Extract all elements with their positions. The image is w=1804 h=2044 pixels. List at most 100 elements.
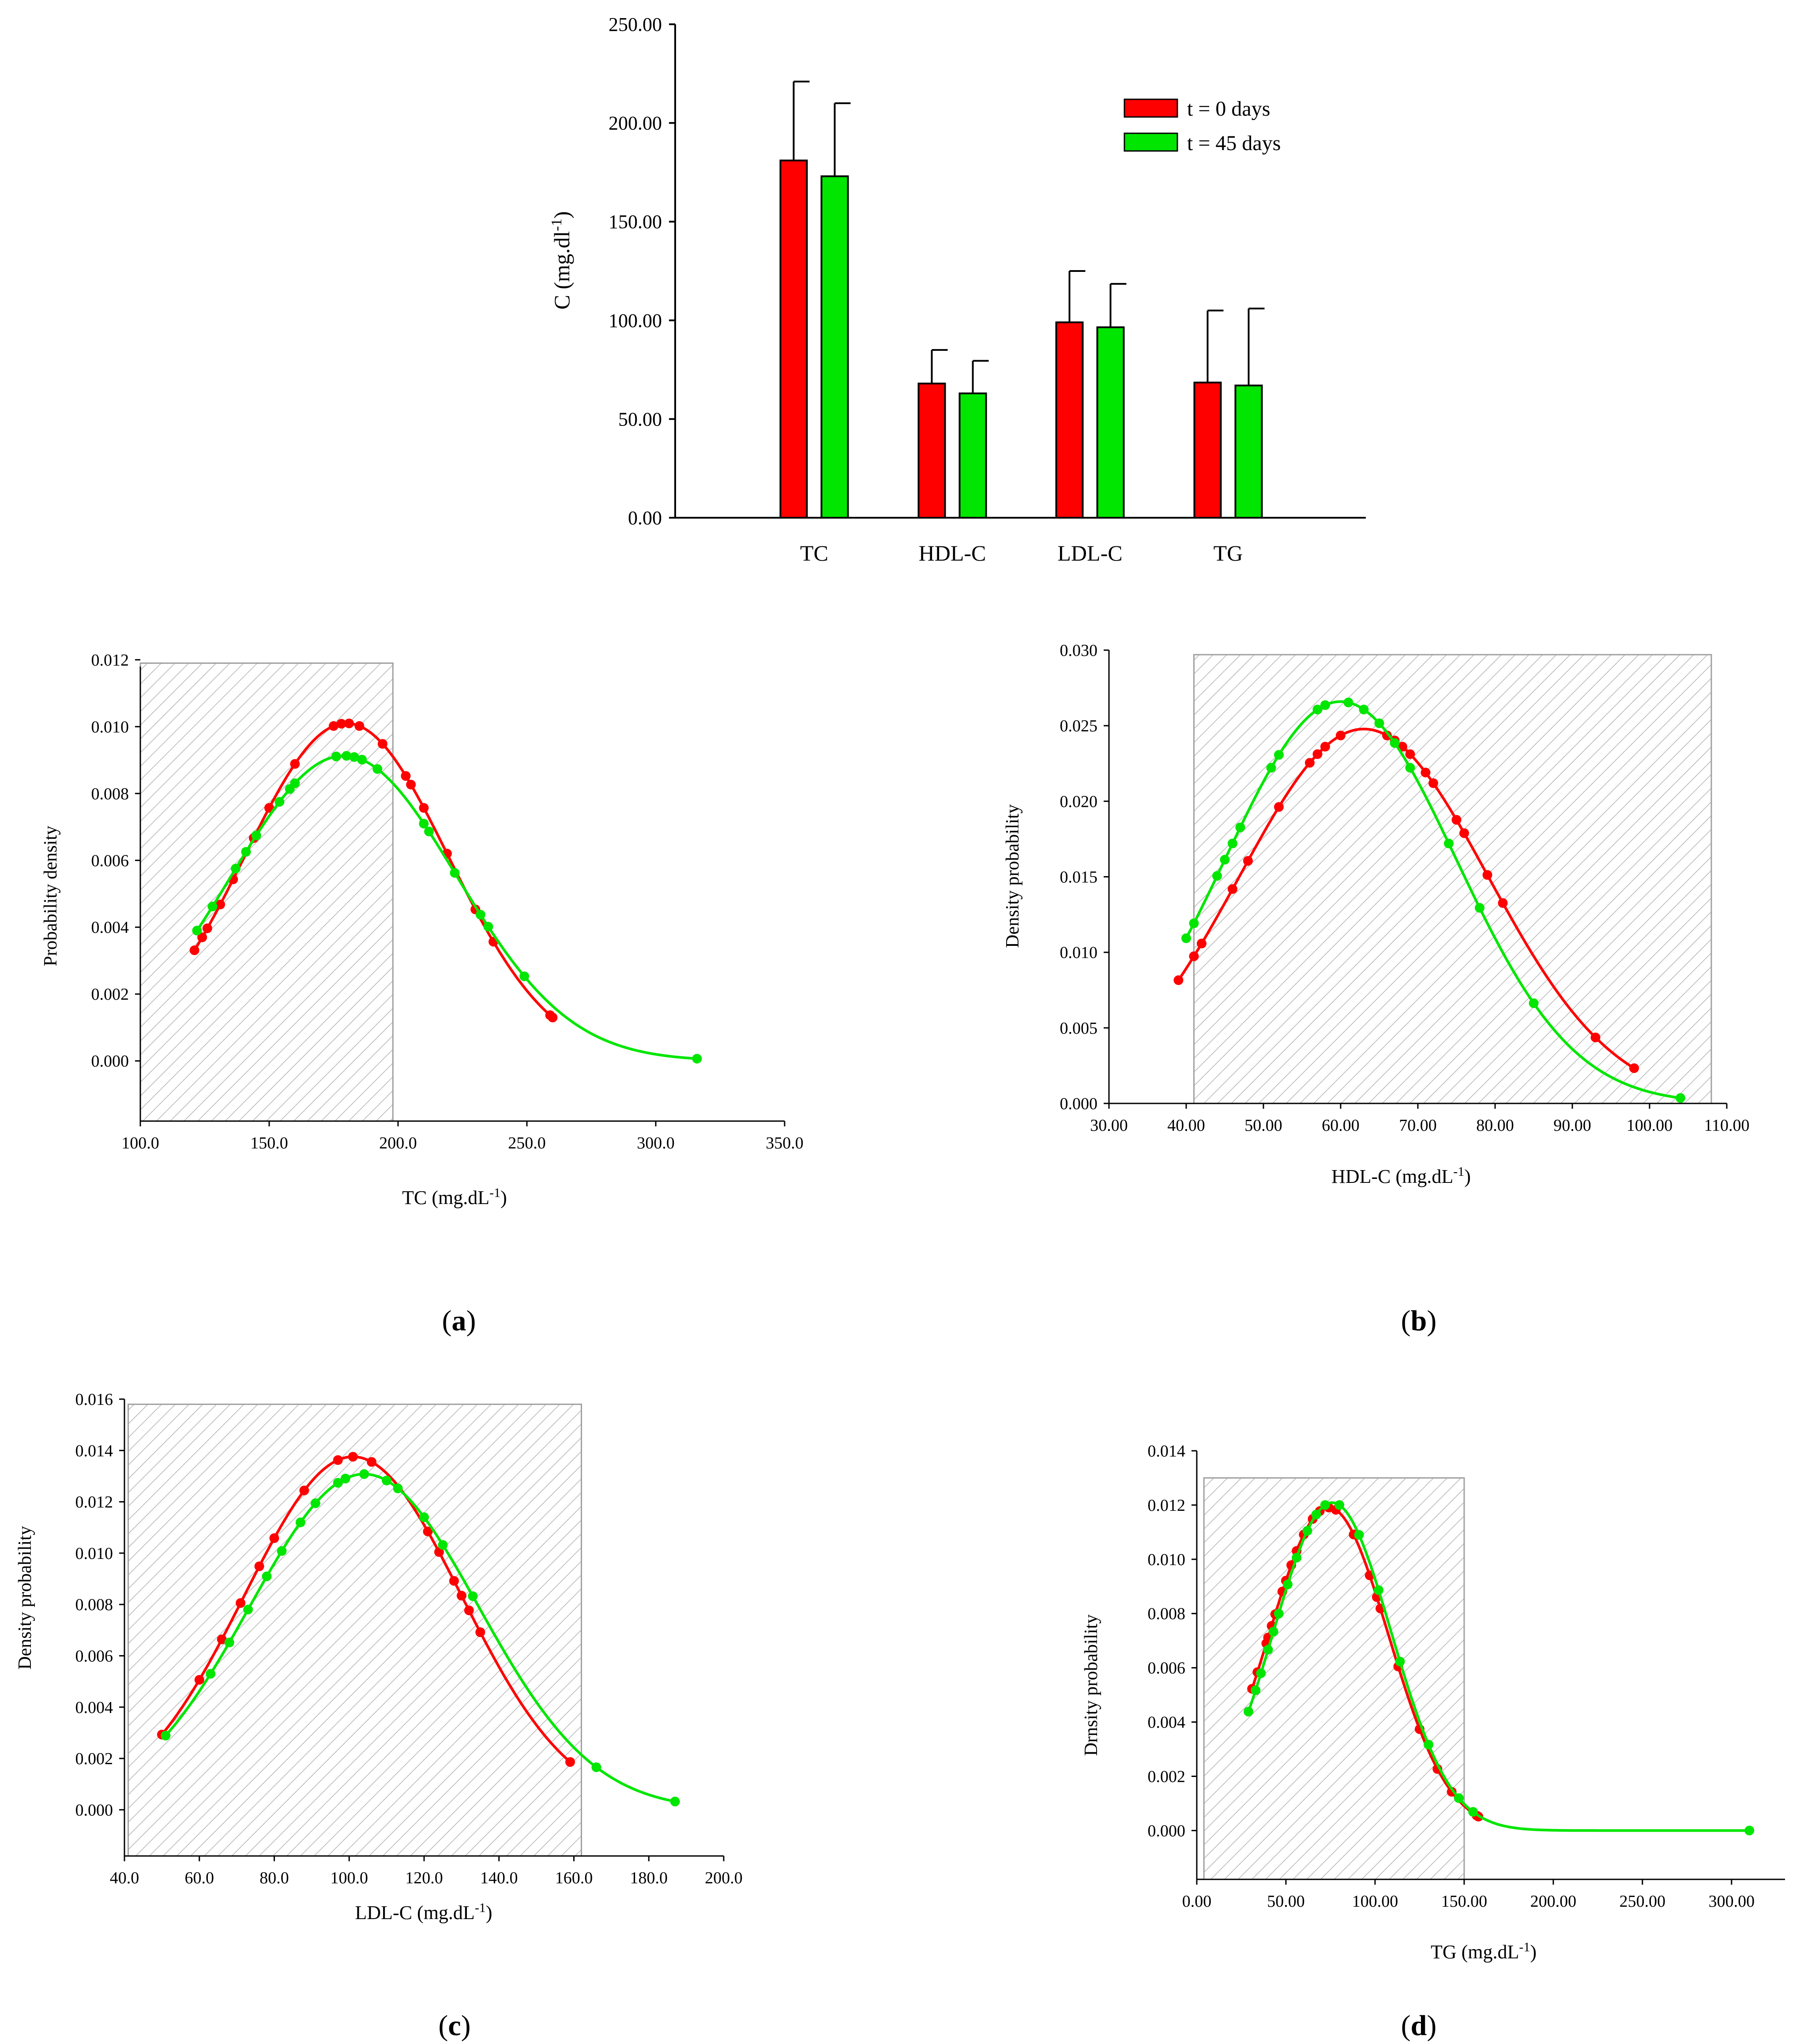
- panel-c-point-t0: [333, 1455, 343, 1465]
- panel-b-curve-t45: [1185, 700, 1681, 1099]
- panel-b-point-t45: [1529, 998, 1539, 1008]
- panel-b-x-tick-label: 90.00: [1553, 1116, 1591, 1135]
- panel-b-point-t0: [1451, 815, 1462, 825]
- panel-c-x-tick-label: 100.0: [331, 1869, 368, 1887]
- panel-b-point-t0: [1405, 749, 1415, 759]
- panel-c-point-t0: [236, 1598, 246, 1608]
- legend: t = 0 days t = 45 days: [1124, 97, 1281, 155]
- panel-d-point-t45: [1424, 1739, 1434, 1750]
- panel-a-point-t45: [207, 901, 218, 911]
- bar-y-tick-label: 0.00: [628, 507, 662, 529]
- panel-d-point-t45: [1320, 1500, 1330, 1510]
- panel-c-point-t0: [348, 1452, 358, 1462]
- panel-d-y-tick-label: 0.006: [1148, 1659, 1186, 1678]
- panel-d-x-tick-label: 150.00: [1441, 1892, 1488, 1911]
- panel-b-curve-t0: [1177, 727, 1635, 1069]
- panel-c-x-tick-label: 140.0: [480, 1869, 518, 1887]
- panel-a-point-t0: [354, 721, 365, 731]
- panel-b-point-t45: [1228, 839, 1237, 849]
- panel-d-point-t45: [1268, 1626, 1278, 1637]
- panel-b-point-t0: [1428, 778, 1438, 788]
- panel-b-point-t0: [1482, 870, 1492, 880]
- panel-c-y-tick-label: 0.016: [75, 1390, 113, 1409]
- panel-a-x-title: TC (mg.dL-1): [402, 1186, 507, 1208]
- panel-d-x-tick-label: 100.00: [1352, 1892, 1398, 1911]
- panel-b-y-tick-label: 0.025: [1060, 717, 1098, 735]
- panel-c-x-tick-label: 120.0: [405, 1869, 443, 1887]
- panel-a-y-tick-label: 0.000: [91, 1052, 129, 1071]
- panel-a-point-t0: [329, 721, 338, 731]
- bar-hdl-c-t45: [958, 392, 987, 519]
- panel-a-point-t45: [274, 797, 285, 807]
- panel-b-shaded-region: [1193, 654, 1712, 1104]
- panel-c-x-tick-label: 160.0: [555, 1869, 593, 1887]
- panel-a-shaded-region: [139, 662, 394, 1122]
- panel-a-point-t45: [331, 751, 341, 761]
- panel-d-point-t45: [1251, 1685, 1261, 1695]
- panel-a-point-t45: [419, 819, 429, 829]
- legend-swatch-t0: [1124, 98, 1178, 118]
- panel-b-point-t45: [1189, 918, 1199, 928]
- panel-b-point-t0: [1228, 884, 1237, 894]
- bar-tg-t45: [1234, 384, 1263, 519]
- panel-a-point-t45: [450, 868, 460, 878]
- panel-b-point-t45: [1274, 750, 1284, 760]
- panel-label-b: (b): [1401, 1305, 1437, 1337]
- panel-c-curve-t0: [161, 1455, 571, 1763]
- panel-d-shaded-region: [1203, 1477, 1465, 1880]
- panel-c-point-t45: [310, 1498, 320, 1508]
- panel-d-y-tick-label: 0.004: [1148, 1713, 1186, 1732]
- panel-b-point-t0: [1189, 951, 1199, 961]
- panel-a-y-tick-label: 0.002: [91, 985, 129, 1004]
- panel-b-x-tick-label: 60.00: [1322, 1116, 1360, 1135]
- panel-b-point-t45: [1444, 839, 1454, 849]
- panel-a-point-t0: [336, 719, 346, 729]
- panel-d-point-t45: [1274, 1608, 1284, 1619]
- panel-b-x-tick-label: 40.00: [1167, 1116, 1205, 1135]
- panel-a-point-t45: [342, 751, 352, 761]
- panel-c-point-t45: [591, 1762, 601, 1772]
- panel-b-x-tick-label: 50.00: [1244, 1116, 1282, 1135]
- panel-d-point-t45: [1244, 1706, 1254, 1717]
- panel-b-y-tick-label: 0.000: [1060, 1095, 1098, 1113]
- panel-c-x-tick-label: 40.0: [110, 1869, 139, 1887]
- panel-d-x-tick-label: 300.00: [1709, 1892, 1755, 1911]
- panel-d-point-t45: [1395, 1656, 1405, 1667]
- panel-b-x-title: HDL-C (mg.dL-1): [1331, 1164, 1471, 1187]
- panel-d-x-tick-label: 200.00: [1530, 1892, 1577, 1911]
- panel-d-point-t45: [1334, 1500, 1345, 1510]
- panel-c-point-t45: [359, 1469, 369, 1479]
- panel-c-point-t45: [468, 1591, 478, 1601]
- panel-c-point-t45: [277, 1546, 287, 1556]
- panel-d-y-tick-label: 0.008: [1148, 1605, 1186, 1623]
- bar-category-label: TG: [1214, 541, 1243, 565]
- panel-c-x-tick-label: 60.0: [185, 1869, 214, 1887]
- panel-b-y-title: Density probability: [1003, 804, 1023, 948]
- panel-d-point-t45: [1283, 1579, 1293, 1589]
- panel-d-x-tick-label: 50.00: [1267, 1892, 1305, 1911]
- panel-a-point-t0: [189, 945, 199, 955]
- panel-d-x-title: TG (mg.dL-1): [1431, 1940, 1537, 1963]
- panel-b-point-t45: [1266, 763, 1276, 773]
- panel-b-point-t0: [1629, 1063, 1639, 1073]
- panel-b-point-t0: [1421, 768, 1431, 778]
- panel-b-point-t45: [1181, 933, 1191, 943]
- panel-c-y-tick-label: 0.012: [75, 1493, 113, 1512]
- panel-label-a: (a): [442, 1305, 476, 1337]
- panel-c-y-tick-label: 0.000: [75, 1801, 113, 1819]
- panel-b-y-tick-label: 0.030: [1060, 641, 1098, 660]
- bar-y-axis-title: C (mg.dl-1): [549, 211, 574, 310]
- panel-c-curve-t45: [165, 1472, 676, 1803]
- panel-c-point-t0: [194, 1675, 204, 1685]
- panel-d-y-tick-label: 0.010: [1148, 1551, 1186, 1569]
- bar-y-tick-label: 150.00: [609, 211, 662, 233]
- panel-a-point-t0: [406, 779, 416, 790]
- panel-b-point-t45: [1212, 871, 1222, 881]
- bar-category-label: TC: [800, 541, 828, 565]
- panel-a-y-title: Probability density: [41, 826, 61, 967]
- panel-a-point-t0: [401, 771, 411, 781]
- bar-category-label: HDL-C: [919, 541, 986, 565]
- panel-a-point-t45: [692, 1054, 702, 1064]
- panel-c-y-tick-label: 0.014: [75, 1442, 113, 1460]
